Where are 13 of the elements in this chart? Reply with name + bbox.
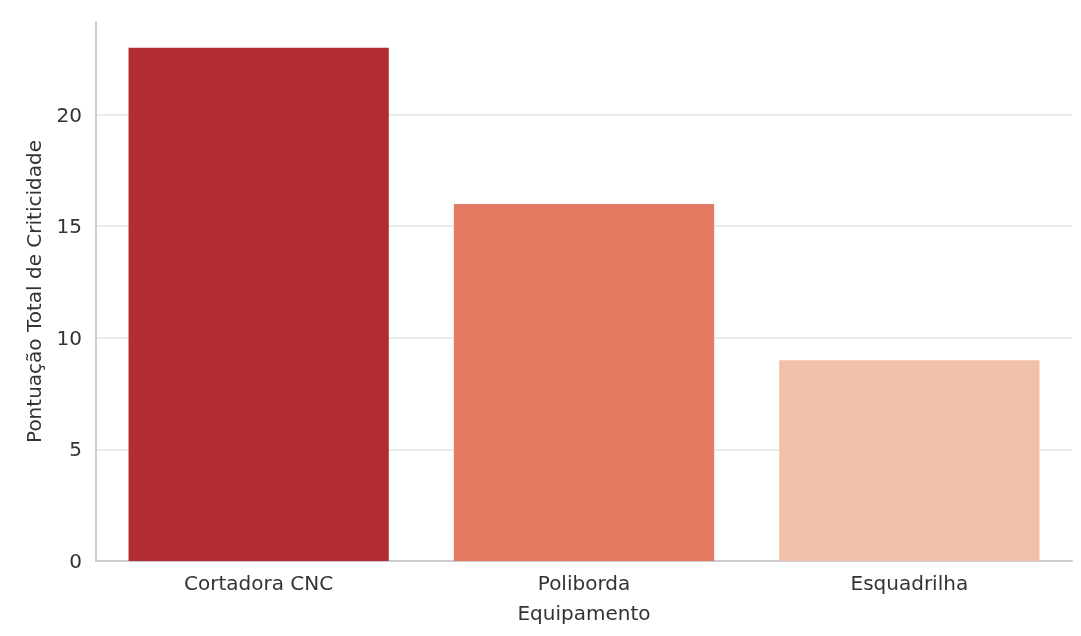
bar [779, 360, 1040, 561]
x-axis-title: Equipamento [517, 601, 651, 625]
y-tick-label: 0 [69, 549, 82, 573]
bar [453, 203, 715, 561]
y-tick-label: 20 [56, 102, 82, 127]
bar [128, 47, 389, 561]
y-tick-label: 15 [56, 214, 82, 239]
x-tick-label: Esquadrilha [850, 571, 969, 595]
y-axis-title: Pontuação Total de Criticidade [22, 140, 46, 443]
x-tick-label: Cortadora CNC [184, 571, 334, 595]
x-tick-label: Poliborda [537, 571, 631, 595]
y-tick-label: 10 [56, 325, 82, 350]
y-tick-label: 5 [69, 437, 82, 462]
